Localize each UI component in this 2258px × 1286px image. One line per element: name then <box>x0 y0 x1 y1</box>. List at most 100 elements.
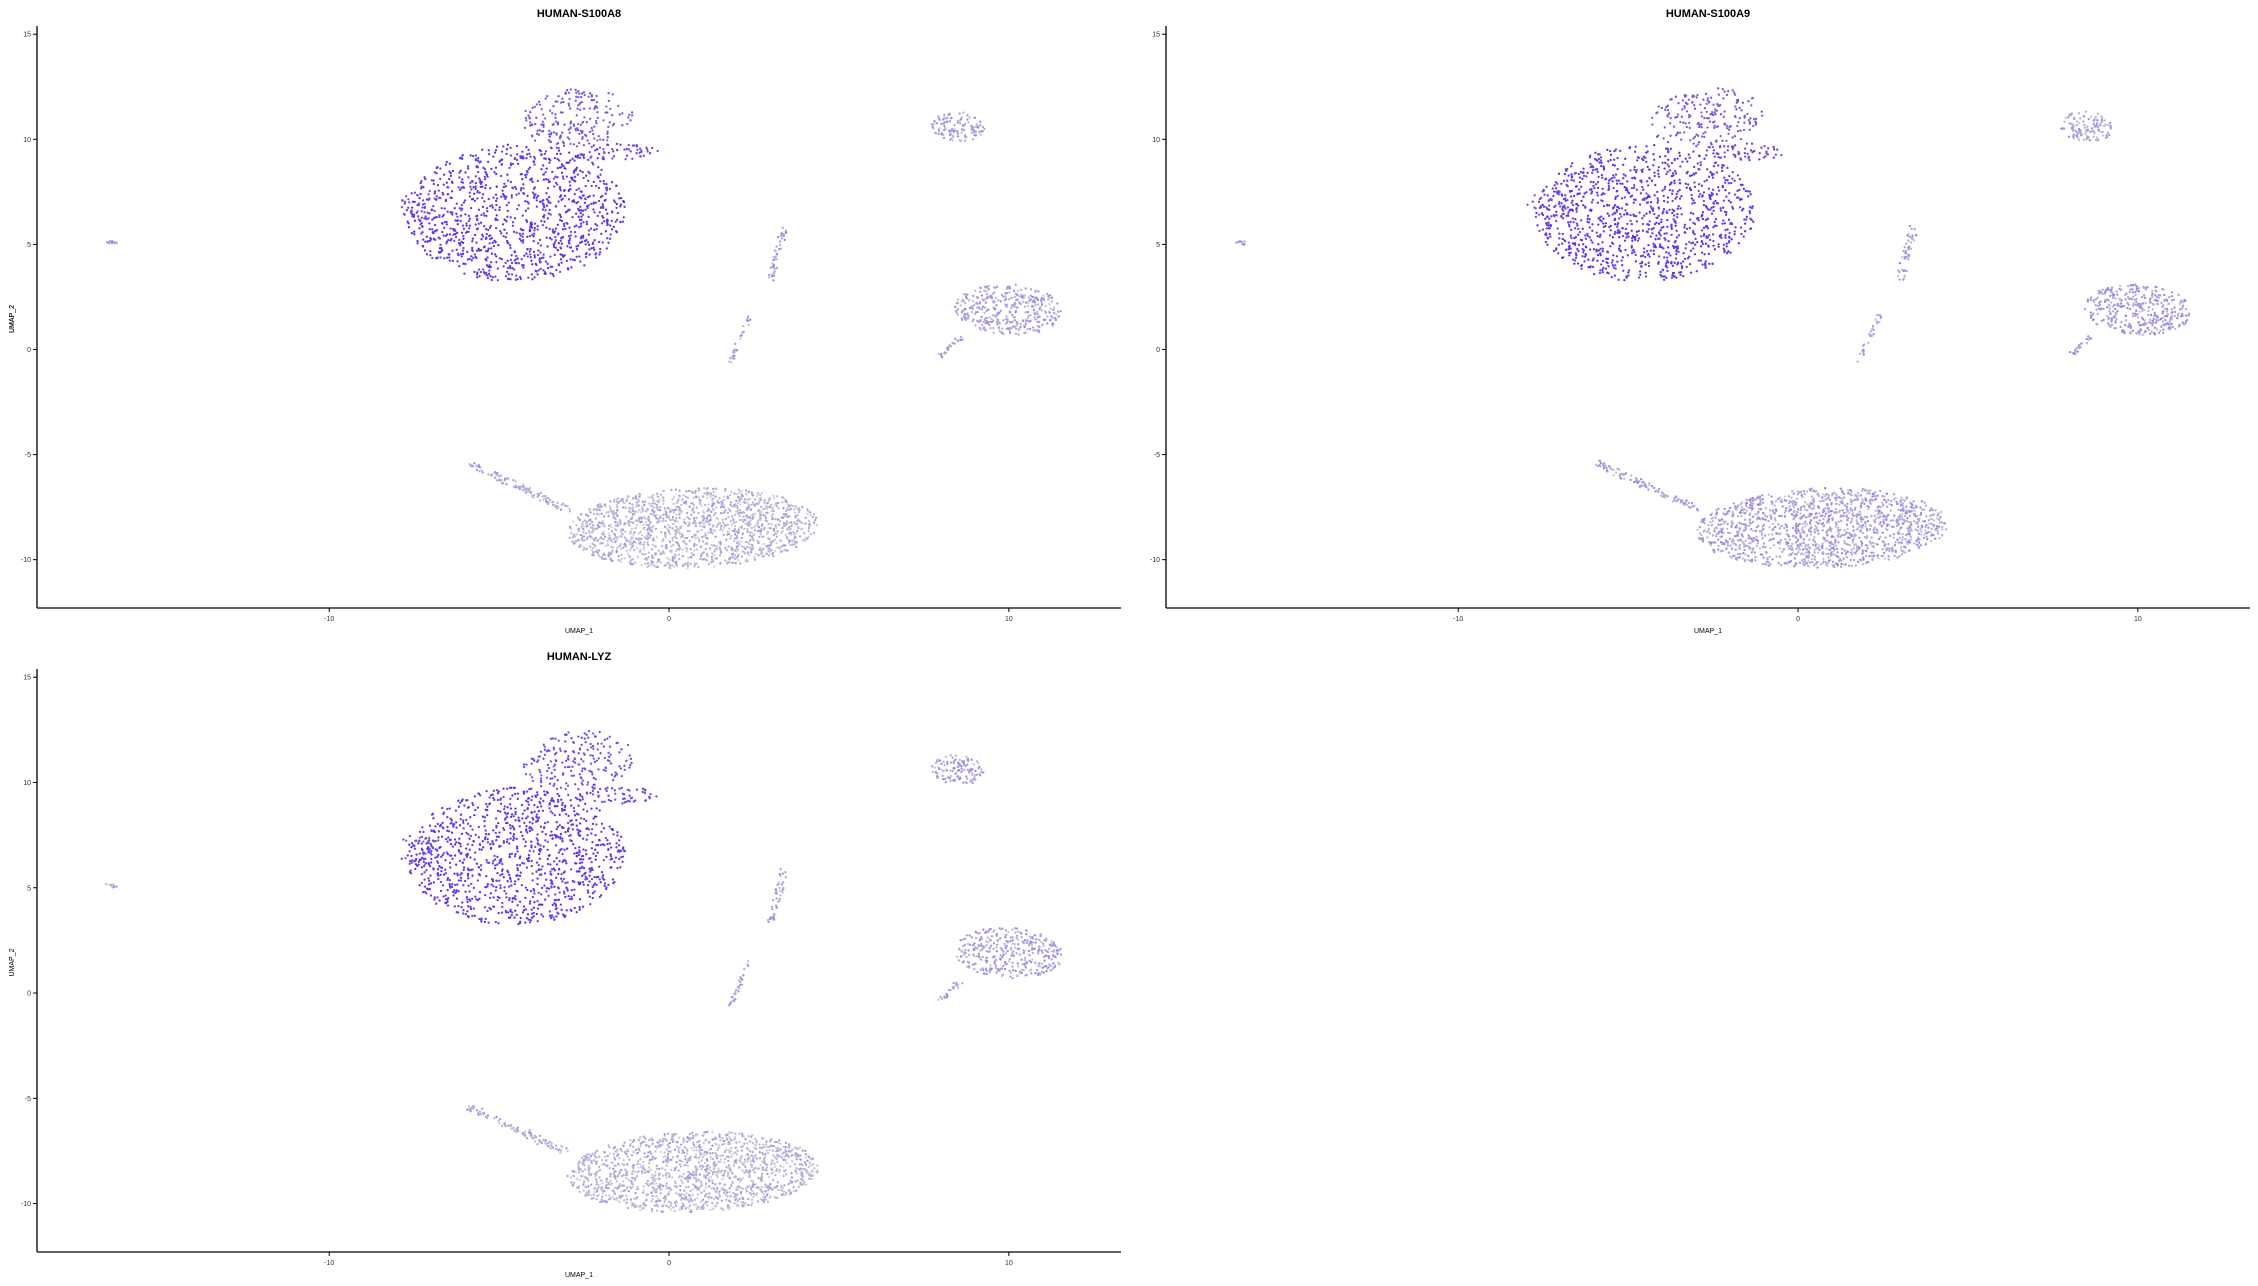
cell-point <box>667 516 671 520</box>
cell-point <box>708 519 712 522</box>
cell-point <box>1590 239 1593 242</box>
cell-point <box>1665 251 1668 254</box>
cell-point <box>794 514 797 518</box>
cell-point <box>1722 206 1725 209</box>
cell-point <box>586 195 590 199</box>
cell-point <box>429 254 432 257</box>
cell-point <box>595 100 599 104</box>
cell-point <box>590 536 594 540</box>
cell-point <box>595 121 598 125</box>
cell-point <box>976 310 979 314</box>
cell-point <box>1618 249 1621 252</box>
cell-point <box>590 549 594 552</box>
cell-point <box>1597 243 1600 246</box>
cell-point <box>464 262 467 266</box>
cell-point <box>722 521 725 524</box>
cell-point <box>505 195 508 198</box>
cell-point <box>760 549 764 552</box>
cell-point <box>1596 186 1600 190</box>
cell-point <box>1569 220 1572 224</box>
cell-point <box>515 158 519 162</box>
cell-point <box>410 231 413 235</box>
cell-point <box>1601 199 1604 203</box>
cell-point <box>949 129 952 133</box>
cell-point <box>510 194 513 197</box>
cell-point <box>536 194 540 198</box>
cell-point <box>641 507 644 510</box>
cell-point <box>1700 195 1704 198</box>
cell-point <box>689 547 692 551</box>
cell-point <box>582 535 586 538</box>
cell-point <box>593 545 597 548</box>
cell-point <box>550 238 553 241</box>
cell-point <box>493 151 497 154</box>
cell-point <box>686 561 689 564</box>
cell-point <box>1624 174 1627 177</box>
cell-point <box>1711 233 1715 236</box>
cell-point <box>596 116 599 120</box>
cell-point <box>489 187 492 190</box>
cell-point <box>508 166 511 170</box>
cell-point <box>1598 161 1601 164</box>
cell-point <box>1647 228 1650 231</box>
cell-point <box>574 212 578 215</box>
cell-point <box>619 143 622 146</box>
cell-point <box>476 271 479 274</box>
cell-point <box>763 501 766 505</box>
cell-point <box>988 323 991 327</box>
cell-point <box>743 552 747 555</box>
cell-point <box>1604 177 1608 180</box>
cell-point <box>974 324 977 327</box>
cell-point <box>1616 167 1619 171</box>
cell-point <box>634 526 637 530</box>
cell-point <box>960 300 963 303</box>
cell-point <box>538 258 541 262</box>
cell-point <box>1717 243 1720 246</box>
cell-point <box>719 562 722 565</box>
cell-point <box>976 296 980 299</box>
cell-point <box>998 330 1002 333</box>
cell-point <box>1700 240 1704 244</box>
cell-point <box>1735 99 1739 102</box>
cell-point <box>1711 262 1714 266</box>
cell-point <box>746 501 749 504</box>
cell-point <box>579 123 582 127</box>
cell-point <box>533 226 537 230</box>
cell-point <box>438 214 441 217</box>
cell-point <box>1633 150 1637 153</box>
cell-point <box>545 204 549 207</box>
cell-point <box>1675 276 1678 279</box>
cell-point <box>695 516 698 520</box>
cell-point <box>1572 179 1575 182</box>
cell-point <box>1633 176 1636 179</box>
cell-point <box>1681 260 1685 263</box>
cell-point <box>1679 262 1683 265</box>
cell-point <box>1728 174 1731 178</box>
cell-point <box>562 144 566 147</box>
cell-point <box>466 230 469 233</box>
cell-point <box>985 320 988 323</box>
cell-point <box>1725 195 1728 198</box>
cell-point <box>476 197 479 200</box>
cell-point <box>1658 232 1661 235</box>
cell-point <box>674 488 678 491</box>
cell-point <box>1695 144 1698 148</box>
cell-point <box>479 221 483 224</box>
cell-point <box>435 215 438 219</box>
cell-point <box>999 300 1003 303</box>
cell-point <box>1723 110 1726 113</box>
cell-point <box>713 529 716 532</box>
cell-point <box>726 511 730 515</box>
cell-point <box>644 517 647 520</box>
cell-point <box>652 493 655 497</box>
cell-point <box>772 271 776 274</box>
cell-point <box>1689 249 1693 252</box>
cell-point <box>1600 220 1603 223</box>
cell-point <box>1629 169 1632 172</box>
cell-point <box>782 507 785 510</box>
cell-point <box>1567 223 1571 226</box>
cell-point <box>556 176 559 179</box>
cell-point <box>481 185 484 188</box>
cell-point <box>113 241 116 245</box>
cell-point <box>606 111 609 114</box>
